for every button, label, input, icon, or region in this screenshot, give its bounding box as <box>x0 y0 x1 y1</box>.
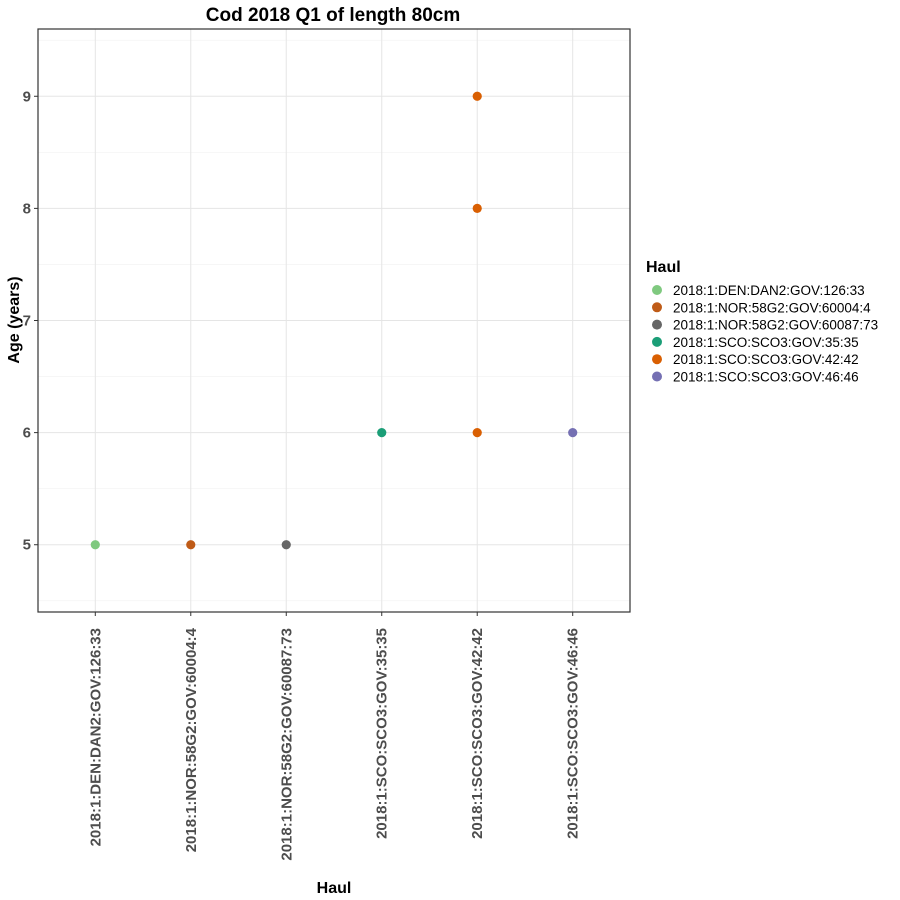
y-axis-title: Age (years) <box>6 276 23 363</box>
legend-key <box>652 371 662 382</box>
legend-label: 2018:1:SCO:SCO3:GOV:42:42 <box>673 352 859 367</box>
data-point <box>90 540 100 550</box>
data-points <box>90 91 578 550</box>
y-tick-label: 8 <box>23 200 31 217</box>
x-tick-label: 2018:1:NOR:58G2:GOV:60087:73 <box>278 628 295 861</box>
y-tick-label: 6 <box>23 425 31 442</box>
legend-label: 2018:1:NOR:58G2:GOV:60004:4 <box>673 300 871 315</box>
x-tick-label: 2018:1:SCO:SCO3:GOV:46:46 <box>565 628 582 839</box>
legend-title: Haul <box>646 259 681 276</box>
y-tick-label: 7 <box>23 313 31 330</box>
data-point <box>472 203 482 213</box>
data-point <box>186 540 196 550</box>
legend-key <box>652 285 662 295</box>
y-axis: 5 6 7 8 9 <box>23 88 38 554</box>
x-tick-label: 2018:1:DEN:DAN2:GOV:126:33 <box>87 628 104 846</box>
data-point <box>472 91 482 101</box>
y-tick-label: 5 <box>23 537 31 554</box>
data-point <box>472 428 482 438</box>
legend-label: 2018:1:SCO:SCO3:GOV:46:46 <box>673 370 859 385</box>
legend-key <box>652 302 662 313</box>
x-axis: 2018:1:DEN:DAN2:GOV:126:33 2018:1:NOR:58G… <box>87 612 582 861</box>
legend-key <box>652 319 662 330</box>
y-tick-label: 9 <box>23 88 31 105</box>
x-tick-label: 2018:1:NOR:58G2:GOV:60004:4 <box>183 627 200 852</box>
legend-key <box>652 336 662 347</box>
data-point <box>281 540 291 550</box>
data-point <box>377 428 387 438</box>
legend-key <box>652 354 662 365</box>
legend: Haul 2018:1:DEN:DAN2:GOV:126:33 2018:1:NO… <box>646 259 878 385</box>
data-point <box>568 428 578 438</box>
x-axis-title: Haul <box>317 880 352 897</box>
grid-lines <box>38 29 630 612</box>
legend-label: 2018:1:NOR:58G2:GOV:60087:73 <box>673 318 878 333</box>
legend-label: 2018:1:SCO:SCO3:GOV:35:35 <box>673 335 859 350</box>
chart-title: Cod 2018 Q1 of length 80cm <box>206 5 460 26</box>
x-tick-label: 2018:1:SCO:SCO3:GOV:35:35 <box>374 628 391 839</box>
legend-label: 2018:1:DEN:DAN2:GOV:126:33 <box>673 283 865 298</box>
x-tick-label: 2018:1:SCO:SCO3:GOV:42:42 <box>469 628 486 839</box>
